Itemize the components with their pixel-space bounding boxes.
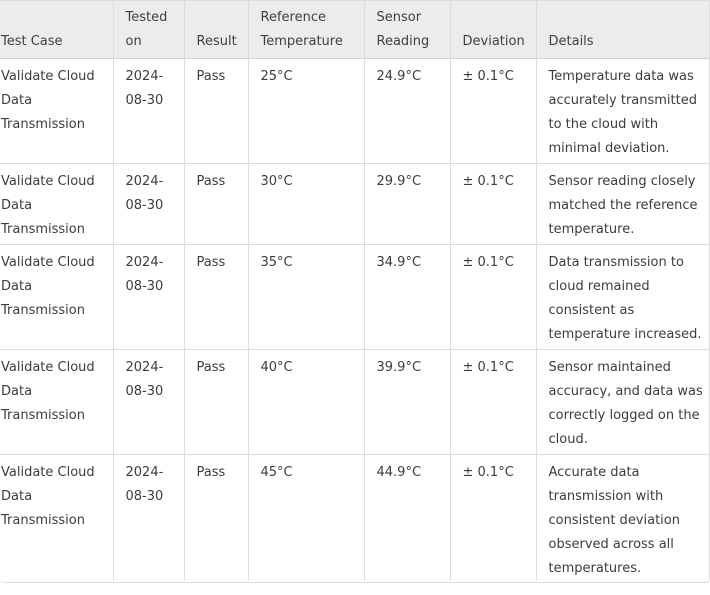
cell-tested-on: 2024-08-30 bbox=[113, 349, 185, 455]
cell-test-case: Validate Cloud Data Transmission bbox=[0, 454, 114, 581]
cell-deviation: ± 0.1°C bbox=[450, 244, 537, 350]
cell-test-case: Validate Cloud Data Transmission bbox=[0, 349, 114, 455]
cell-result: Pass bbox=[184, 163, 249, 245]
header-test-case: Test Case bbox=[0, 1, 114, 59]
cell-result: Pass bbox=[184, 349, 249, 455]
cell-reference-temperature: 25°C bbox=[248, 58, 365, 164]
header-deviation: Deviation bbox=[450, 1, 537, 59]
cell-reference-temperature: 40°C bbox=[248, 349, 365, 455]
cell-result: Pass bbox=[184, 454, 249, 581]
cell-result: Pass bbox=[184, 244, 249, 350]
table-row: Validate Cloud Data Transmission 2024-08… bbox=[0, 349, 709, 455]
cell-reference-temperature: 35°C bbox=[248, 244, 365, 350]
table-row: Validate Cloud Data Transmission 2024-08… bbox=[0, 163, 709, 245]
cell-test-case: Validate Cloud Data Transmission bbox=[0, 58, 114, 164]
cell-test-case: Validate Cloud Data Transmission bbox=[0, 244, 114, 350]
cell-sensor-reading: 44.9°C bbox=[364, 454, 451, 581]
cell-sensor-reading: 24.9°C bbox=[364, 58, 451, 164]
cell-details: Data transmission to cloud remained cons… bbox=[536, 244, 709, 350]
table-row: Validate Cloud Data Transmission 2024-08… bbox=[0, 244, 709, 350]
header-result: Result bbox=[184, 1, 249, 59]
cell-sensor-reading: 34.9°C bbox=[364, 244, 451, 350]
table-row: Validate Cloud Data Transmission 2024-08… bbox=[0, 58, 709, 164]
cell-sensor-reading: 39.9°C bbox=[364, 349, 451, 455]
table-body: Validate Cloud Data Transmission 2024-08… bbox=[0, 58, 709, 581]
cell-deviation: ± 0.1°C bbox=[450, 58, 537, 164]
cell-tested-on: 2024-08-30 bbox=[113, 163, 185, 245]
cell-deviation: ± 0.1°C bbox=[450, 349, 537, 455]
cell-deviation: ± 0.1°C bbox=[450, 454, 537, 581]
cell-details: Accurate data transmission with consiste… bbox=[548, 465, 681, 576]
test-results-table: Test Case Tested on Result Reference Tem… bbox=[0, 1, 709, 581]
header-details: Details bbox=[536, 1, 709, 59]
cell-tested-on: 2024-08-30 bbox=[113, 244, 185, 350]
cell-details: Temperature data was accurately transmit… bbox=[536, 58, 709, 164]
cell-reference-temperature: 30°C bbox=[248, 163, 365, 245]
cell-result: Pass bbox=[184, 58, 249, 164]
header-sensor-reading: Sensor Reading bbox=[364, 1, 451, 59]
table-header: Test Case Tested on Result Reference Tem… bbox=[0, 1, 709, 59]
cell-deviation: ± 0.1°C bbox=[450, 163, 537, 245]
header-row: Test Case Tested on Result Reference Tem… bbox=[0, 1, 709, 59]
header-tested-on: Tested on bbox=[113, 1, 185, 59]
table-row: Validate Cloud Data Transmission 2024-08… bbox=[0, 454, 709, 581]
header-reference-temperature: Reference Temperature bbox=[248, 1, 365, 59]
cell-tested-on: 2024-08-30 bbox=[113, 58, 185, 164]
cell-reference-temperature: 45°C bbox=[248, 454, 365, 581]
cell-sensor-reading: 29.9°C bbox=[364, 163, 451, 245]
cell-details: Sensor maintained accuracy, and data was… bbox=[536, 349, 709, 455]
cell-test-case: Validate Cloud Data Transmission bbox=[0, 163, 114, 245]
test-results-table-container: Test Case Tested on Result Reference Tem… bbox=[0, 0, 710, 583]
cell-tested-on: 2024-08-30 bbox=[113, 454, 185, 581]
cell-details: Sensor reading closely matched the refer… bbox=[536, 163, 709, 245]
